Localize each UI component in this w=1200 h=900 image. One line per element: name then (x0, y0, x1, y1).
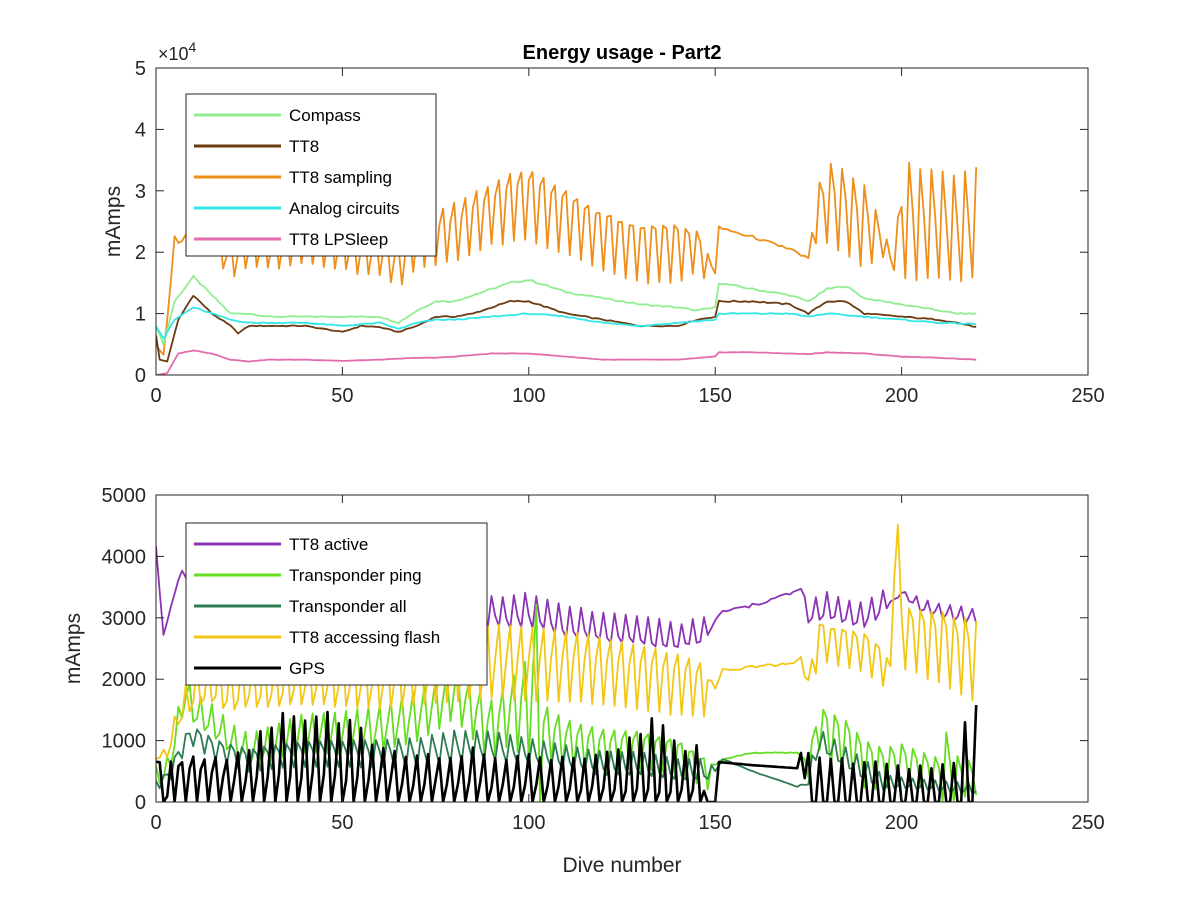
series-line-transponder-all (156, 728, 977, 795)
legend-label-analog-circuits: Analog circuits (289, 199, 400, 218)
bottom-panel: 0 50 100 150 200 250 0 1000 2000 3000 4000 5000 mAmp… (62, 485, 1105, 877)
legend-label-transponder-ping: Transponder ping (289, 566, 422, 585)
chart-title: Energy usage - Part2 (523, 42, 722, 64)
x-tick-label: 100 (512, 385, 545, 407)
legend-label-compass: Compass (289, 106, 361, 125)
x-tick-label: 200 (885, 385, 918, 407)
y-axis-label: mAmps (102, 186, 125, 257)
axes-box (155, 67, 1089, 376)
series-line-compass (156, 274, 977, 346)
x-tick-label: 0 (150, 385, 161, 407)
y-tick-label: 5 (135, 58, 146, 80)
series-line-analog-circuits (156, 306, 977, 340)
y-tick-label: 0 (135, 792, 146, 814)
legend-label-gps: GPS (289, 659, 325, 678)
series-line-tt8 (156, 295, 977, 363)
y-tick-label: 2000 (102, 669, 147, 691)
x-tick-label: 50 (331, 385, 353, 407)
x-tick-label: 200 (885, 812, 918, 834)
x-tick-label: 150 (699, 385, 732, 407)
legend-label-tt8: TT8 (289, 137, 319, 156)
x-tick-label: 150 (699, 812, 732, 834)
y-axis-label: mAmps (62, 613, 85, 684)
axes-box (155, 494, 1089, 803)
y-tick-label: 2 (135, 242, 146, 264)
legend-label-tt8-sampling: TT8 sampling (289, 168, 392, 187)
y-tick-label: 5000 (102, 485, 147, 507)
x-axis-label: Dive number (562, 854, 681, 877)
series-line-gps (156, 704, 978, 802)
legend: TT8 active Transponder ping Transponder al… (185, 522, 488, 686)
y-tick-label: 4 (135, 119, 146, 141)
legend-box (185, 93, 437, 257)
x-tick-label: 0 (150, 812, 161, 834)
legend-box (185, 522, 488, 686)
legend-label-transponder-all: Transponder all (289, 597, 407, 616)
x-tick-label: 250 (1071, 812, 1104, 834)
y-tick-label: 1000 (102, 731, 147, 753)
x-tick-label: 50 (331, 812, 353, 834)
y-tick-label: 1 (135, 304, 146, 326)
x-tick-label: 100 (512, 812, 545, 834)
y-exponent-power: 4 (189, 39, 197, 55)
series-line-tt8-accessing-flash (156, 523, 978, 760)
y-tick-label: 0 (135, 365, 146, 387)
legend-label-tt8-active: TT8 active (289, 535, 368, 554)
x-tick-label: 250 (1071, 385, 1104, 407)
y-tick-label: 4000 (102, 546, 147, 568)
y-tick-label: 3 (135, 181, 146, 203)
y-tick-label: 3000 (102, 608, 147, 630)
legend: Compass TT8 TT8 sampling Analog circuits TT8… (185, 93, 437, 257)
series-line-tt8-lpsleep (156, 349, 977, 375)
legend-label-tt8-accessing-flash: TT8 accessing flash (289, 628, 440, 647)
legend-label-tt8-lpsleep: TT8 LPSleep (289, 230, 388, 249)
